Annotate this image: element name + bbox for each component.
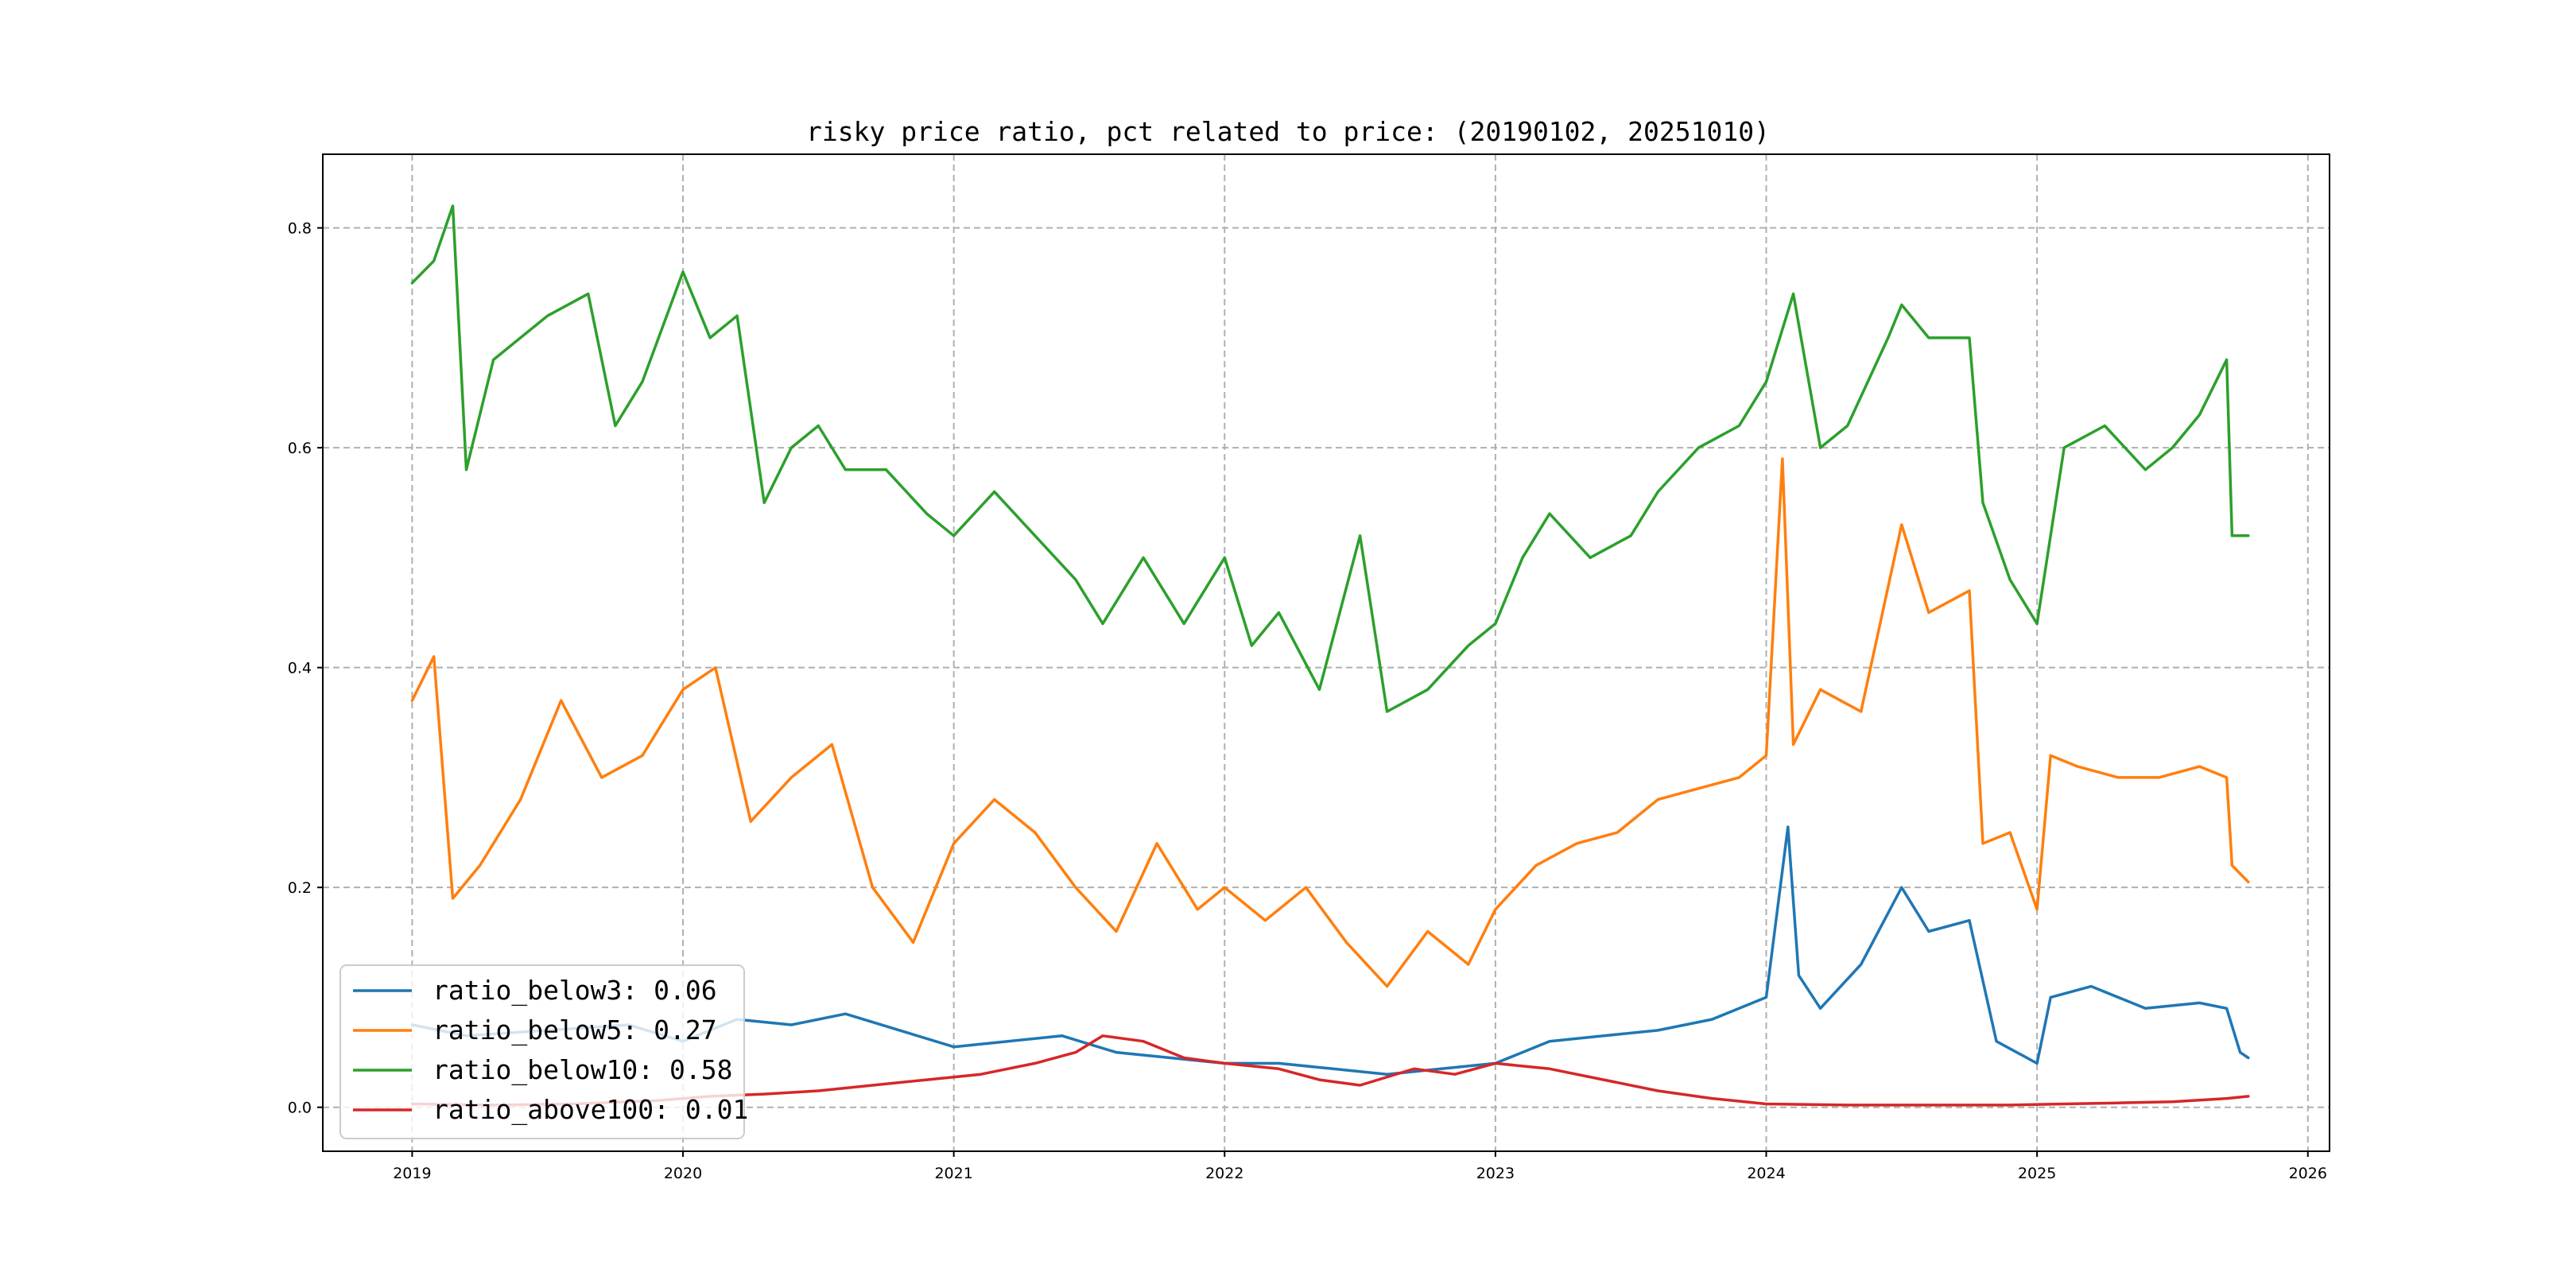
x-tick-label: 2023 xyxy=(1476,1165,1515,1182)
series-line-ratio-above100 xyxy=(410,1034,2250,1107)
y-tick-label: 0.8 xyxy=(288,220,312,238)
x-tick-label: 2026 xyxy=(2289,1165,2327,1182)
legend: ratio_below3: 0.06 ratio_below5: 0.27 rati… xyxy=(339,964,748,1139)
legend-label: ratio_below5: 0.27 xyxy=(433,1014,717,1046)
x-tick-label: 2025 xyxy=(2018,1165,2056,1182)
x-tick-label: 2021 xyxy=(934,1165,972,1182)
series-line-ratio-below3 xyxy=(410,825,2250,1076)
x-tick-label: 2022 xyxy=(1205,1165,1243,1182)
y-tick-label: 0.0 xyxy=(288,1100,312,1117)
x-tick-label: 2024 xyxy=(1747,1165,1785,1182)
x-tick-label: 2020 xyxy=(664,1165,702,1182)
legend-label: ratio_above100: 0.01 xyxy=(433,1094,748,1126)
axis-ticks: 2019 2020 2021 2022 2023 2024 2025 2026 0.0 0.2 0.… xyxy=(288,220,2327,1182)
y-tick-label: 0.4 xyxy=(288,660,312,677)
y-tick-label: 0.6 xyxy=(288,440,312,457)
legend-box xyxy=(339,964,745,1139)
legend-label: ratio_below10: 0.58 xyxy=(433,1054,733,1086)
x-tick-label: 2019 xyxy=(393,1165,431,1182)
series-line-ratio-below10 xyxy=(410,204,2250,713)
y-tick-label: 0.2 xyxy=(288,879,312,897)
chart-title: risky price ratio, pct related to price:… xyxy=(806,116,1770,147)
series-line-ratio-below5 xyxy=(410,457,2250,988)
legend-label: ratio_below3: 0.06 xyxy=(433,975,717,1007)
series-lines xyxy=(410,204,2250,1107)
plot-frame xyxy=(322,153,2330,1152)
